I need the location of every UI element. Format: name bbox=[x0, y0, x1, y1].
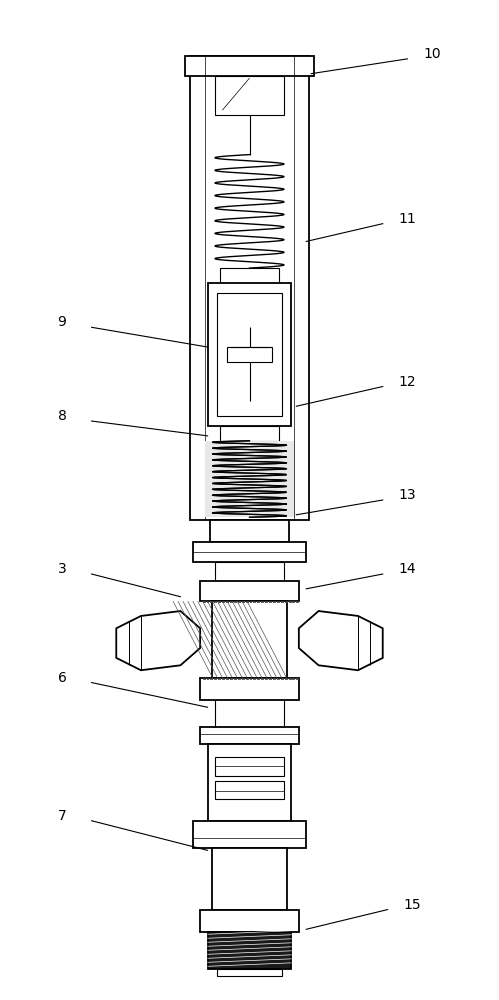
Bar bbox=[205, 441, 294, 517]
Bar bbox=[228, 347, 271, 362]
Bar bbox=[200, 678, 299, 700]
Bar bbox=[200, 581, 299, 601]
Bar bbox=[193, 821, 306, 848]
Bar bbox=[208, 932, 291, 969]
Text: 9: 9 bbox=[57, 315, 66, 329]
Text: 8: 8 bbox=[57, 409, 66, 423]
Bar bbox=[210, 520, 289, 542]
Bar bbox=[208, 283, 291, 426]
Polygon shape bbox=[116, 611, 200, 670]
Text: 15: 15 bbox=[404, 898, 421, 912]
Bar bbox=[190, 56, 309, 520]
Text: 3: 3 bbox=[57, 562, 66, 576]
Bar bbox=[215, 76, 284, 115]
Bar bbox=[213, 848, 286, 910]
Bar bbox=[185, 56, 314, 76]
Bar bbox=[193, 542, 306, 562]
Bar bbox=[218, 293, 281, 416]
Text: 7: 7 bbox=[57, 809, 66, 823]
Text: 12: 12 bbox=[399, 375, 416, 389]
Bar bbox=[220, 426, 279, 441]
Bar bbox=[200, 727, 299, 744]
Bar bbox=[218, 969, 281, 976]
Bar bbox=[215, 562, 284, 581]
Text: 13: 13 bbox=[399, 488, 416, 502]
Bar bbox=[220, 268, 279, 283]
Bar bbox=[215, 781, 284, 799]
Text: 10: 10 bbox=[423, 47, 441, 61]
Bar bbox=[215, 757, 284, 776]
Text: 14: 14 bbox=[399, 562, 416, 576]
Text: 6: 6 bbox=[57, 671, 66, 685]
Bar bbox=[213, 601, 286, 678]
Polygon shape bbox=[299, 611, 383, 670]
Text: 11: 11 bbox=[399, 212, 416, 226]
Bar bbox=[200, 910, 299, 932]
Bar bbox=[208, 744, 291, 821]
